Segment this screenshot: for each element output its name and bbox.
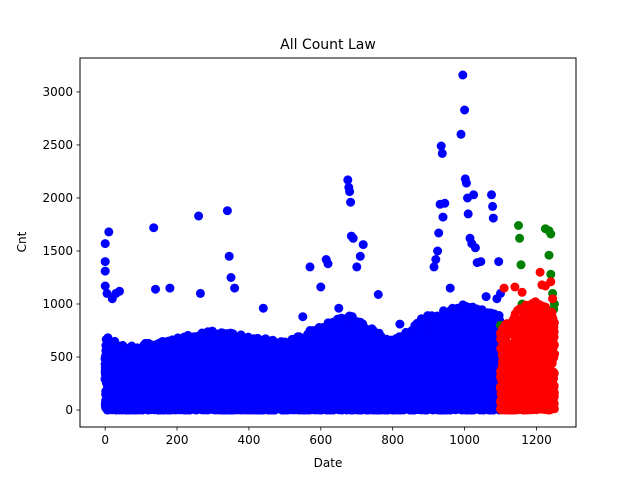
data-points: [100, 70, 560, 415]
chart-title: All Count Law: [280, 37, 376, 53]
